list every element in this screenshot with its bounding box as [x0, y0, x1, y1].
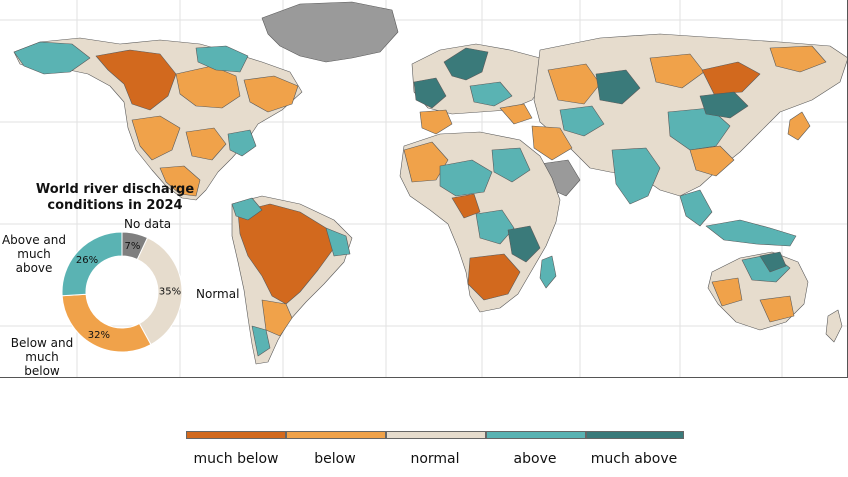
yenisei-below-region — [649, 53, 705, 89]
zambezi-much-below-region — [467, 253, 521, 301]
central-russia-much-above-region — [595, 69, 641, 105]
chad-above-region — [491, 147, 531, 183]
madagascar-above-region — [539, 255, 557, 289]
usa-west-below-region — [131, 115, 181, 161]
hudson-above-region — [195, 45, 249, 73]
donut-chart: 7% 35% 32% 26% — [61, 231, 183, 353]
donut-label-above-line2: much above — [15, 247, 53, 275]
donut-pct-normal: 35% — [159, 286, 181, 297]
kazakhstan-above-region — [559, 105, 605, 137]
mongolia-much-above-region — [699, 91, 749, 119]
donut-title: World river discharge conditions in 2024 — [20, 182, 210, 214]
patagonia-above-region — [251, 325, 271, 357]
donut-label-below-line2: much below — [24, 350, 60, 378]
legend-label-normal: normal — [410, 451, 460, 467]
china-south-below-region — [689, 145, 735, 177]
indonesia-above-region — [705, 219, 797, 247]
donut-title-line1: World river discharge — [35, 182, 195, 197]
donut-pct-below: 32% — [88, 330, 110, 341]
legend-swatch-much-above — [586, 431, 684, 439]
mexico-below-region — [159, 165, 201, 197]
australia-ne-much-above-region — [759, 251, 787, 273]
australia-south-below-region — [759, 295, 795, 323]
world-map: World river discharge conditions in 2024… — [0, 0, 848, 378]
ob-basin-below-region — [547, 63, 601, 105]
eastern-europe-above-region — [469, 81, 513, 107]
far-east-below-region — [769, 45, 827, 73]
donut-label-below: Below and much below — [8, 336, 76, 378]
legend-swatch-much-below — [186, 431, 286, 439]
australia-west-below-region — [711, 277, 743, 307]
east-africa-much-above-region — [507, 225, 541, 263]
legend-swatch-below — [286, 431, 386, 439]
donut-label-no-data: No data — [124, 217, 172, 231]
sahel-above-region — [439, 159, 493, 197]
scandinavia-much-above-region — [443, 47, 489, 81]
black-sea-below-region — [499, 103, 533, 125]
congo-above-region — [475, 209, 515, 245]
donut-label-normal: Normal — [196, 287, 240, 301]
donut-title-line2: conditions in 2024 — [47, 198, 183, 213]
new-zealand-region — [825, 309, 843, 343]
donut-label-below-line1: Below and — [10, 336, 74, 350]
amazon-much-below-region — [237, 203, 335, 305]
usa-east-above-region — [227, 129, 257, 157]
legend-label-above: above — [513, 451, 557, 467]
india-above-region — [611, 147, 661, 205]
donut-pct-above: 26% — [76, 255, 98, 266]
donut-label-above: Above and much above — [0, 233, 68, 275]
donut-label-above-line1: Above and — [1, 233, 67, 247]
canada-east-below-region — [243, 75, 299, 113]
usa-central-below-region — [185, 127, 227, 161]
greenland-region — [261, 1, 399, 63]
legend-label-much-above: much above — [590, 451, 678, 467]
western-europe-much-above-region — [413, 77, 447, 109]
map-canvas — [0, 0, 847, 377]
alaska-above-region — [13, 41, 91, 75]
japan-below-region — [787, 111, 811, 141]
canada-west-much-below-region — [95, 49, 177, 111]
donut-pct-no_data: 7% — [125, 241, 141, 252]
donut-slice-above — [61, 231, 123, 297]
legend-swatch-normal — [386, 431, 486, 439]
iberia-below-region — [419, 109, 453, 135]
legend-label-much-below: much below — [193, 451, 279, 467]
donut-slice-normal — [136, 237, 183, 346]
middle-east-below-region — [531, 125, 573, 161]
nigeria-much-below-region — [451, 193, 481, 219]
brazil-east-above-region — [325, 227, 351, 257]
argentina-below-region — [261, 299, 293, 337]
legend-label-below: below — [314, 451, 356, 467]
siberia-east-much-below-region — [701, 61, 761, 95]
legend-swatch-above — [486, 431, 586, 439]
se-asia-above-region — [679, 189, 713, 227]
colombia-above-region — [231, 197, 263, 221]
